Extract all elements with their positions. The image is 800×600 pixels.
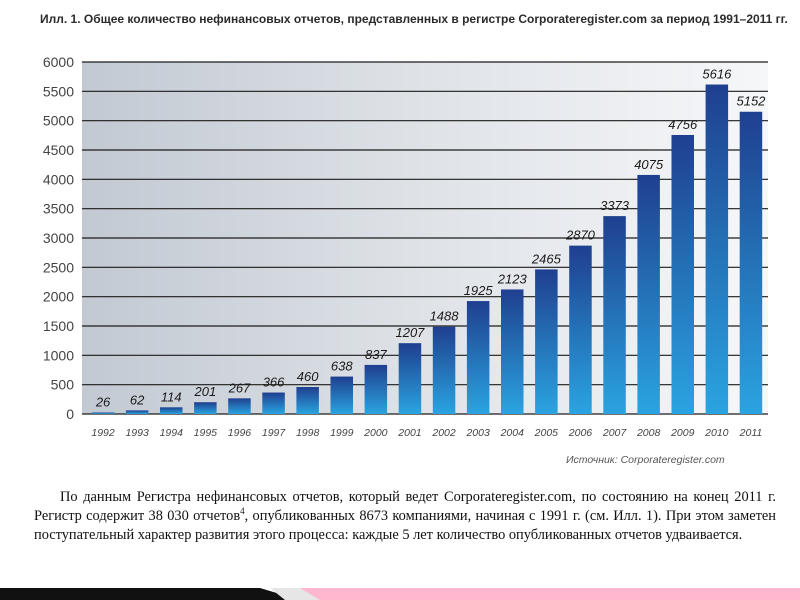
chart-source: Источник: Corporateregister.com bbox=[566, 454, 725, 466]
y-tick-label: 6000 bbox=[43, 54, 74, 70]
bar-2004 bbox=[500, 289, 524, 414]
x-tick-label: 1997 bbox=[262, 427, 287, 439]
x-tick-label: 1996 bbox=[228, 427, 252, 439]
bar-2008 bbox=[637, 174, 660, 414]
x-tick-label: 2000 bbox=[363, 427, 388, 439]
y-tick-label: 5000 bbox=[43, 113, 74, 129]
y-tick-label: 3000 bbox=[43, 230, 74, 246]
y-tick-label: 0 bbox=[66, 406, 74, 422]
bar-2011 bbox=[739, 111, 763, 415]
data-label: 366 bbox=[263, 375, 285, 390]
y-axis: 0 500 1000 1500 2000 2500 3000 3500 4000 4500 5000… bbox=[43, 54, 74, 422]
bar-2000 bbox=[364, 364, 388, 414]
chart-title: Илл. 1. Общее количество нефинансовых от… bbox=[40, 12, 788, 26]
y-tick-label: 4000 bbox=[43, 171, 74, 187]
x-tick-label: 2011 bbox=[739, 427, 763, 439]
data-label: 26 bbox=[95, 394, 111, 409]
body-text-part-1: По данным Регистра нефинансовых отчетов,… bbox=[34, 489, 776, 524]
bar-1997 bbox=[262, 392, 285, 414]
y-tick-label: 1000 bbox=[43, 347, 74, 363]
y-tick-label: 3500 bbox=[43, 201, 74, 217]
x-tick-label: 1992 bbox=[91, 427, 115, 439]
data-label: 114 bbox=[161, 389, 182, 404]
x-tick-label: 1999 bbox=[330, 427, 354, 439]
bar-2002 bbox=[432, 326, 456, 414]
y-tick-label: 500 bbox=[51, 377, 75, 393]
x-tick-label: 1994 bbox=[160, 427, 184, 439]
x-tick-label: 1993 bbox=[125, 427, 149, 439]
bar-1996 bbox=[228, 398, 251, 414]
bar-2003 bbox=[466, 301, 490, 414]
x-tick-label: 2008 bbox=[636, 427, 661, 439]
data-label: 460 bbox=[297, 369, 319, 384]
x-tick-label: 2002 bbox=[431, 427, 456, 439]
x-tick-label: 2007 bbox=[602, 427, 628, 439]
bar-1994 bbox=[159, 407, 183, 414]
footer-decoration bbox=[0, 588, 800, 600]
data-label: 1925 bbox=[464, 283, 494, 298]
data-label: 4075 bbox=[634, 157, 664, 172]
data-label: 2870 bbox=[565, 228, 596, 243]
bar-2006 bbox=[569, 245, 592, 414]
bar-1998 bbox=[296, 387, 319, 414]
x-tick-label: 1998 bbox=[296, 427, 320, 439]
x-tick-label: 2004 bbox=[500, 427, 525, 439]
data-label: 638 bbox=[331, 359, 353, 374]
x-tick-label: 2003 bbox=[465, 427, 490, 439]
bar-1992 bbox=[91, 412, 115, 414]
x-tick-label: 2010 bbox=[704, 427, 729, 439]
data-labels: 26 62 114 201 267 366 460 638 837 1207 1488 1925212… bbox=[95, 67, 766, 410]
data-label: 2465 bbox=[531, 251, 562, 266]
data-label: 5152 bbox=[736, 94, 766, 109]
data-label: 1207 bbox=[395, 325, 425, 340]
data-label: 5616 bbox=[702, 67, 732, 82]
y-tick-label: 2000 bbox=[43, 289, 74, 305]
bar-2001 bbox=[398, 343, 422, 414]
data-label: 3373 bbox=[600, 198, 630, 213]
data-label: 2123 bbox=[497, 271, 528, 286]
data-label: 4756 bbox=[668, 117, 698, 132]
bar-2005 bbox=[535, 269, 558, 414]
data-label: 837 bbox=[365, 347, 387, 362]
y-tick-label: 2500 bbox=[43, 259, 74, 275]
x-tick-label: 1995 bbox=[194, 427, 218, 439]
bar-2009 bbox=[671, 134, 695, 415]
bar-1993 bbox=[125, 410, 149, 414]
bars bbox=[91, 84, 763, 415]
x-tick-label: 2006 bbox=[568, 427, 593, 439]
data-label: 201 bbox=[193, 384, 216, 399]
footnote-ref: 4 bbox=[240, 506, 245, 517]
bar-1995 bbox=[194, 402, 217, 414]
x-tick-label: 2005 bbox=[534, 427, 559, 439]
body-paragraph: По данным Регистра нефинансовых отчетов,… bbox=[34, 488, 776, 545]
y-tick-label: 1500 bbox=[43, 318, 74, 334]
x-axis: 1992 1993 1994 1995 1996 1997 1998 1999 2000 2001… bbox=[91, 427, 762, 439]
x-tick-label: 2001 bbox=[397, 427, 421, 439]
data-label: 62 bbox=[130, 392, 145, 407]
bar-2010 bbox=[705, 84, 729, 414]
bar-1999 bbox=[330, 376, 354, 414]
x-tick-label: 2009 bbox=[670, 427, 695, 439]
bar-2007 bbox=[603, 216, 626, 414]
bar-chart: 0 500 1000 1500 2000 2500 3000 3500 4000 4500 5000… bbox=[43, 54, 768, 439]
y-tick-label: 5500 bbox=[43, 83, 74, 99]
y-tick-label: 4500 bbox=[43, 142, 74, 158]
body-text-part-2: , опубликованных 8673 компаниями, начина… bbox=[34, 508, 776, 543]
data-label: 1488 bbox=[430, 309, 460, 324]
data-label: 267 bbox=[228, 380, 251, 395]
